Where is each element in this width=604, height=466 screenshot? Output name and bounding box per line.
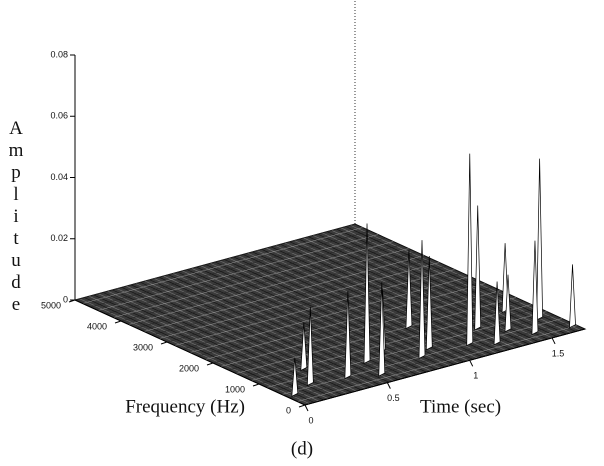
x-tick-label: 0 xyxy=(308,415,313,425)
peak xyxy=(475,205,481,330)
y-tick-label: 1000 xyxy=(225,384,245,394)
x-tick-label: 1.5 xyxy=(552,348,565,358)
peak xyxy=(537,159,543,320)
y-tick xyxy=(299,405,305,407)
z-tick-label: 0 xyxy=(63,294,68,304)
y-tick xyxy=(161,342,167,344)
z-tick-label: 0.06 xyxy=(50,111,68,121)
x-tick xyxy=(387,383,390,389)
x-tick-label: 1 xyxy=(473,371,478,381)
y-tick-label: 3000 xyxy=(133,342,153,352)
y-axis-label: Frequency (Hz) xyxy=(125,396,245,417)
y-tick-label: 5000 xyxy=(41,300,61,310)
x-tick xyxy=(305,405,308,411)
z-tick-label: 0.04 xyxy=(50,172,68,182)
x-tick-label: 0.5 xyxy=(387,393,400,403)
peak xyxy=(570,264,576,327)
y-tick xyxy=(115,321,121,323)
y-tick-label: 2000 xyxy=(179,363,199,373)
caption: (d) xyxy=(291,438,313,459)
y-tick-label: 0 xyxy=(286,405,291,415)
chart: Frequency (Hz) Time (sec) (d) 0 0.02 0.04 0… xyxy=(0,0,604,466)
z-tick-label: 0.08 xyxy=(50,49,68,59)
y-tick xyxy=(253,384,259,386)
y-tick xyxy=(207,363,213,365)
x-tick xyxy=(552,338,555,344)
x-tick xyxy=(470,360,473,366)
page: {"chart_data": {"type": "waterfall3d", "… xyxy=(0,0,604,466)
z-tick-label: 0.02 xyxy=(50,233,68,243)
x-axis-label: Time (sec) xyxy=(420,396,501,417)
y-tick-label: 4000 xyxy=(87,321,107,331)
peak xyxy=(467,154,473,346)
